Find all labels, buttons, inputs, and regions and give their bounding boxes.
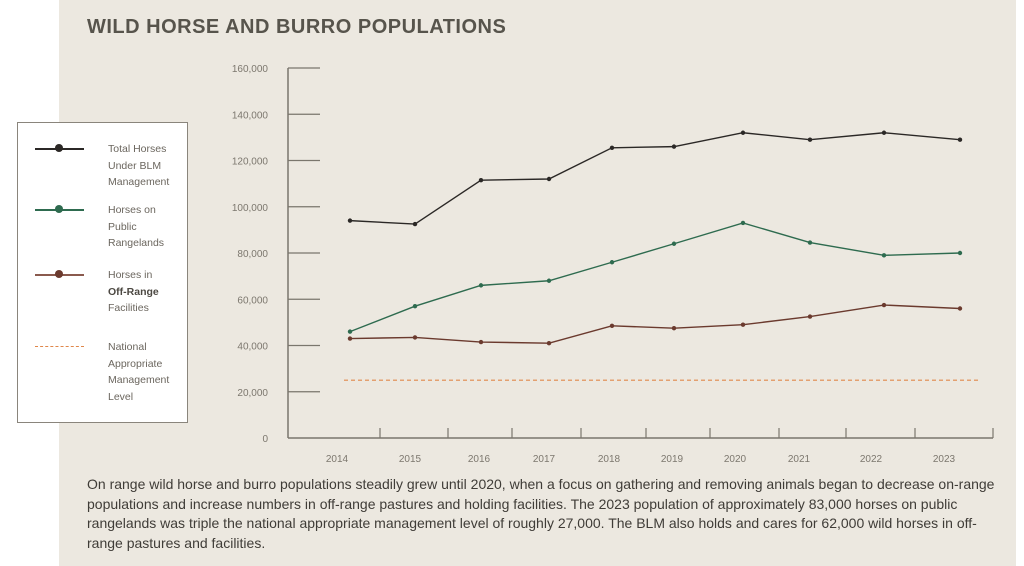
x-tick-label: 2017 <box>533 454 556 465</box>
x-tick-label: 2023 <box>933 454 956 465</box>
data-point <box>671 144 677 149</box>
data-point <box>347 218 353 223</box>
x-tick-label: 2018 <box>598 454 621 465</box>
y-tick-label: 100,000 <box>232 203 269 214</box>
series-line-2 <box>349 304 961 344</box>
x-tick-label: 2021 <box>788 454 811 465</box>
data-point <box>347 329 353 334</box>
y-tick-label: 0 <box>262 434 268 445</box>
chart-title: WILD HORSE AND BURRO POPULATIONS <box>87 16 507 38</box>
data-point <box>740 130 746 135</box>
data-point <box>671 241 677 246</box>
x-tick-label: 2019 <box>661 454 684 465</box>
data-point <box>957 250 963 256</box>
data-point <box>546 340 552 346</box>
data-point <box>609 323 615 329</box>
data-point <box>546 176 552 182</box>
data-point <box>478 339 484 345</box>
legend: Total Horses Under BLM Management Horses o… <box>17 122 188 423</box>
x-tick-label: 2020 <box>724 454 747 465</box>
legend-label: Horses in Off-Range Facilities <box>108 269 159 314</box>
data-point <box>412 335 418 340</box>
data-point <box>807 314 813 319</box>
series-line-1 <box>349 222 961 333</box>
data-point <box>740 220 746 226</box>
x-tick-label: 2014 <box>326 454 349 465</box>
y-tick-label: 160,000 <box>232 64 269 75</box>
legend-marker <box>55 144 63 152</box>
data-point <box>412 303 418 309</box>
data-point <box>807 240 813 245</box>
legend-marker <box>55 205 63 213</box>
line-chart: 0 20,000 40,000 60,000 80,000 100,000 120,000 1… <box>232 64 994 465</box>
data-point <box>671 325 677 331</box>
legend-marker <box>55 270 63 278</box>
series-line-0 <box>349 132 961 225</box>
data-point <box>412 221 418 227</box>
y-tick-label: 20,000 <box>237 388 268 399</box>
y-tick-label: 140,000 <box>232 110 269 121</box>
legend-dashed-line <box>35 346 84 347</box>
data-point <box>347 336 353 341</box>
x-tick-label: 2022 <box>860 454 883 465</box>
chart-panel <box>59 0 1016 566</box>
data-point <box>609 145 615 150</box>
legend-label: National Appropriate Management Level <box>108 341 170 403</box>
data-point <box>546 278 552 283</box>
x-tick-label: 2015 <box>399 454 422 465</box>
data-point <box>881 130 887 135</box>
x-tick-label: 2016 <box>468 454 491 465</box>
data-point <box>740 322 746 327</box>
legend-label: Total Horses Under BLM Management <box>108 143 170 188</box>
data-point <box>957 306 963 311</box>
data-point <box>957 137 963 142</box>
legend-label: Horses on Public Rangelands <box>108 204 165 249</box>
y-tick-label: 40,000 <box>237 342 268 353</box>
data-point <box>881 253 887 258</box>
chart-caption: On range wild horse and burro population… <box>87 476 995 551</box>
data-point <box>478 177 484 183</box>
data-point <box>881 302 887 308</box>
y-tick-label: 120,000 <box>232 157 269 168</box>
data-point <box>609 260 615 265</box>
data-point <box>807 137 813 142</box>
y-tick-label: 80,000 <box>237 249 268 260</box>
y-tick-label: 60,000 <box>237 295 268 306</box>
data-point <box>478 283 484 288</box>
